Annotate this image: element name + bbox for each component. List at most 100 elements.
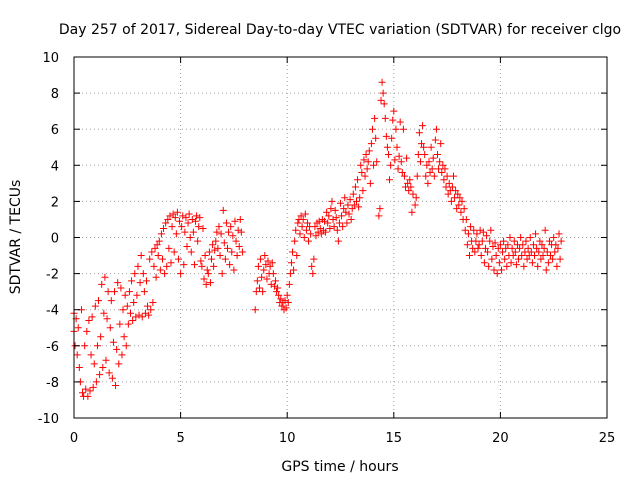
data-point bbox=[407, 183, 415, 191]
x-tick-label: 0 bbox=[70, 431, 78, 446]
data-point bbox=[485, 262, 493, 270]
data-point bbox=[187, 248, 195, 256]
y-tick-label: 10 bbox=[42, 51, 59, 66]
data-point bbox=[217, 230, 225, 238]
data-point bbox=[146, 255, 154, 263]
data-point bbox=[162, 219, 170, 227]
x-tick-label: 10 bbox=[279, 431, 296, 446]
data-point bbox=[227, 223, 235, 231]
data-point bbox=[176, 217, 184, 225]
data-point bbox=[368, 125, 376, 133]
x-tick-label: 25 bbox=[599, 431, 616, 446]
data-point bbox=[339, 223, 347, 231]
data-point bbox=[208, 255, 216, 263]
x-axis-title: GPS time / hours bbox=[281, 459, 398, 475]
data-point bbox=[303, 219, 311, 227]
data-point bbox=[283, 291, 291, 299]
data-point bbox=[291, 237, 299, 245]
data-point bbox=[268, 259, 276, 267]
data-point bbox=[511, 248, 519, 256]
data-point bbox=[406, 176, 414, 184]
data-point bbox=[474, 244, 482, 252]
data-point bbox=[149, 298, 157, 306]
data-point bbox=[430, 172, 438, 180]
data-point bbox=[212, 237, 220, 245]
data-point bbox=[102, 356, 110, 364]
data-point bbox=[476, 226, 484, 234]
data-point bbox=[457, 208, 465, 216]
data-point bbox=[292, 226, 300, 234]
data-point bbox=[388, 134, 396, 142]
data-point bbox=[533, 244, 541, 252]
data-point bbox=[423, 161, 431, 169]
data-point bbox=[109, 338, 117, 346]
data-point bbox=[477, 252, 485, 260]
data-point bbox=[262, 261, 270, 269]
data-point bbox=[111, 288, 119, 296]
data-point bbox=[266, 262, 274, 270]
data-point bbox=[221, 255, 229, 263]
data-point bbox=[487, 226, 495, 234]
data-point bbox=[462, 215, 470, 223]
data-point bbox=[529, 241, 537, 249]
data-point bbox=[209, 241, 217, 249]
data-point bbox=[305, 237, 313, 245]
data-point bbox=[278, 302, 286, 310]
data-point bbox=[443, 172, 451, 180]
data-point bbox=[424, 179, 432, 187]
data-point bbox=[142, 277, 150, 285]
data-point bbox=[178, 223, 186, 231]
data-point bbox=[473, 230, 481, 238]
data-point bbox=[113, 345, 121, 353]
data-point bbox=[105, 369, 113, 377]
data-point bbox=[302, 226, 310, 234]
data-point bbox=[493, 270, 501, 278]
data-point bbox=[216, 252, 224, 260]
data-point bbox=[236, 215, 244, 223]
data-point bbox=[130, 298, 138, 306]
data-point bbox=[150, 262, 158, 270]
data-point bbox=[96, 371, 104, 379]
data-point bbox=[413, 172, 421, 180]
data-point bbox=[411, 201, 419, 209]
y-tick-label: 6 bbox=[51, 123, 59, 138]
data-point bbox=[188, 215, 196, 223]
data-point bbox=[456, 194, 464, 202]
data-point bbox=[219, 206, 227, 214]
data-point bbox=[479, 228, 487, 236]
data-point bbox=[290, 266, 298, 274]
data-point bbox=[107, 297, 115, 305]
data-point bbox=[87, 351, 95, 359]
data-point bbox=[206, 279, 214, 287]
data-point bbox=[554, 244, 562, 252]
data-point bbox=[301, 210, 309, 218]
y-tick-label: 8 bbox=[51, 87, 59, 102]
data-point bbox=[218, 270, 226, 278]
data-point bbox=[298, 223, 306, 231]
data-point bbox=[458, 197, 466, 205]
data-point bbox=[542, 266, 550, 274]
data-point bbox=[508, 244, 516, 252]
data-point bbox=[258, 273, 266, 281]
data-point bbox=[184, 219, 192, 227]
data-point bbox=[316, 224, 324, 232]
data-point bbox=[343, 219, 351, 227]
data-point bbox=[131, 270, 139, 278]
data-point bbox=[465, 252, 473, 260]
data-point bbox=[154, 252, 162, 260]
data-point bbox=[174, 255, 182, 263]
data-point bbox=[345, 210, 353, 218]
data-point bbox=[199, 224, 207, 232]
data-point bbox=[125, 288, 133, 296]
data-point bbox=[412, 194, 420, 202]
data-point bbox=[372, 134, 380, 142]
data-point bbox=[527, 248, 535, 256]
data-point bbox=[274, 284, 282, 292]
data-point bbox=[442, 183, 450, 191]
data-point bbox=[455, 201, 463, 209]
data-point bbox=[115, 360, 123, 368]
data-point bbox=[161, 270, 169, 278]
data-point bbox=[321, 217, 329, 225]
data-point bbox=[398, 169, 406, 177]
